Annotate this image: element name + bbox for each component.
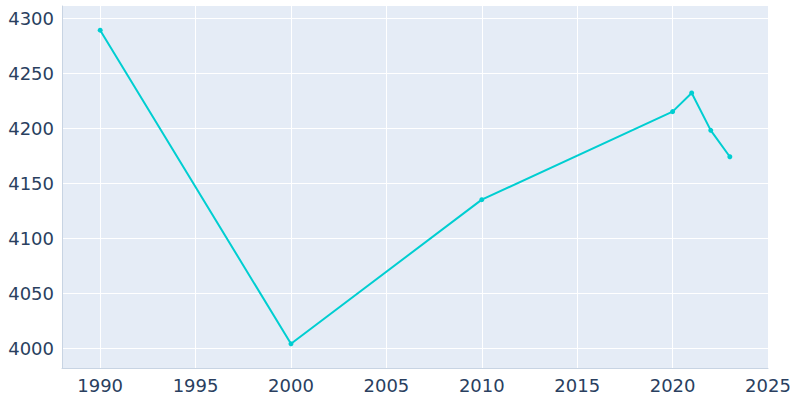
svg-text:2015: 2015 xyxy=(554,375,600,396)
svg-text:1990: 1990 xyxy=(77,375,123,396)
svg-text:2020: 2020 xyxy=(650,375,696,396)
svg-text:4000: 4000 xyxy=(8,338,54,359)
svg-text:4200: 4200 xyxy=(8,118,54,139)
svg-text:4300: 4300 xyxy=(8,8,54,29)
svg-text:4100: 4100 xyxy=(8,228,54,249)
svg-text:4150: 4150 xyxy=(8,173,54,194)
svg-text:2025: 2025 xyxy=(745,375,791,396)
svg-text:1995: 1995 xyxy=(173,375,219,396)
svg-text:2000: 2000 xyxy=(268,375,314,396)
svg-text:4250: 4250 xyxy=(8,63,54,84)
svg-text:2005: 2005 xyxy=(363,375,409,396)
svg-text:4050: 4050 xyxy=(8,283,54,304)
svg-text:2010: 2010 xyxy=(459,375,505,396)
